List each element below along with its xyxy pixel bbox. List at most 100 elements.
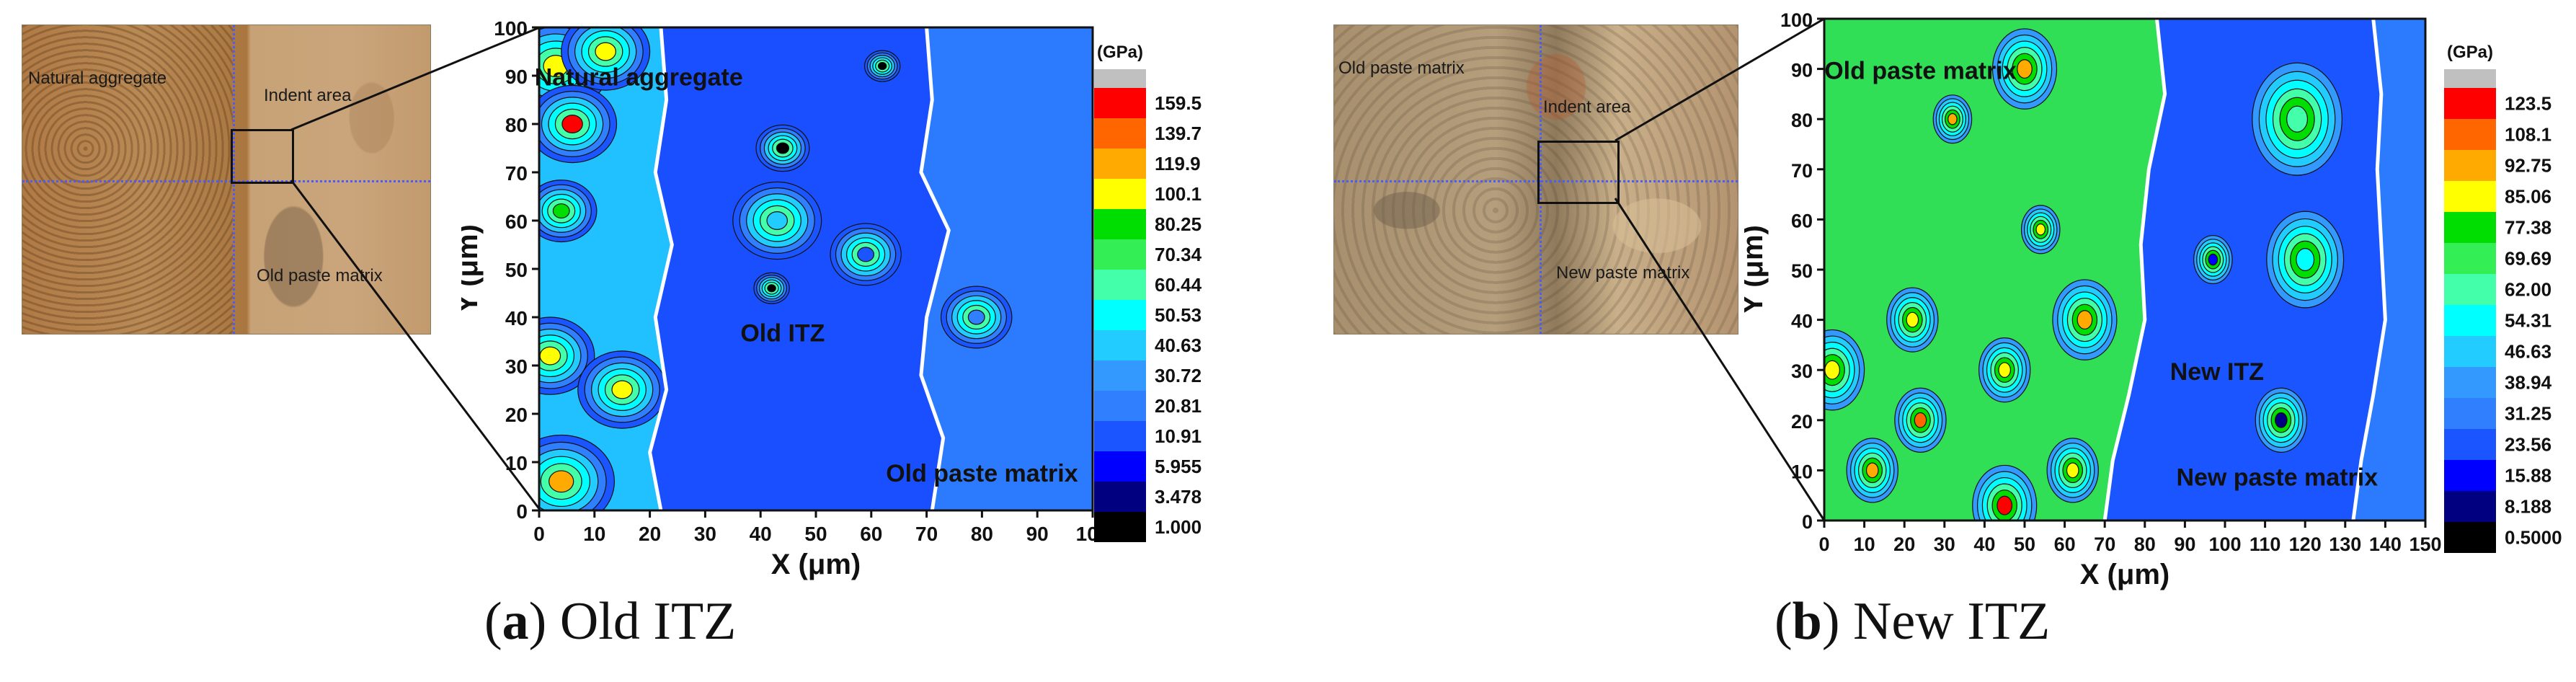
annotation-label: Old ITZ xyxy=(740,320,825,347)
colorbar-swatch xyxy=(2444,491,2496,522)
colorbar-tick-label: 92.75 xyxy=(2505,155,2551,177)
annotation-label: Old paste matrix xyxy=(886,460,1078,487)
contour-chart-old-itz: Natural aggregate Old ITZ Old paste matrix… xyxy=(461,17,1202,580)
y-tick-label: 80 xyxy=(505,114,528,136)
x-tick-label: 10 xyxy=(583,523,605,545)
contour-feature-3 xyxy=(1894,387,1947,453)
contour-feature-7 xyxy=(1886,287,1939,353)
contour-feature-5 xyxy=(577,350,667,429)
colorbar-swatch xyxy=(2444,522,2496,553)
colorbar-tick-label: 77.38 xyxy=(2505,217,2551,239)
colorbar-swatch xyxy=(1094,239,1146,270)
y-tick-label: 0 xyxy=(516,500,528,523)
contour-feature-2 xyxy=(539,84,618,164)
boundary-itz-paste xyxy=(919,27,951,510)
y-tick-label: 40 xyxy=(1791,311,1813,332)
contour-feature-7 xyxy=(732,181,822,260)
panel-new-itz: Old paste matrix Indent area New paste m… xyxy=(1297,0,2576,682)
colorbar-tick-label: 139.7 xyxy=(1155,123,1202,144)
y-tick-label: 50 xyxy=(505,259,528,281)
contour-ring xyxy=(766,211,789,230)
indent-area-box xyxy=(231,129,294,184)
colorbar-tick-label: 108.1 xyxy=(2505,124,2551,146)
colorbar-tick-label: 159.5 xyxy=(1155,92,1202,114)
colorbar-tick-label: 70.34 xyxy=(1155,244,1202,265)
contour-ring xyxy=(1865,462,1879,479)
colorbar-swatch xyxy=(2444,150,2496,181)
y-tick-label: 100 xyxy=(1780,9,1813,31)
boundary-oldpaste-itz xyxy=(2102,19,2167,521)
colorbar-unit: (GPa) xyxy=(2447,43,2493,62)
boundary-aggregate-itz xyxy=(648,27,674,510)
crosshair-horizontal xyxy=(1334,180,1738,182)
contour-feature-11 xyxy=(2252,62,2342,176)
y-axis-label: Y (μm) xyxy=(461,224,484,314)
x-tick-label: 140 xyxy=(2369,533,2402,555)
colorbar-swatch xyxy=(1094,88,1146,118)
x-axis-label: X (μm) xyxy=(771,549,861,580)
colorbar-swatch xyxy=(2444,274,2496,305)
caption-text: New ITZ xyxy=(1852,592,2051,651)
colorbar-swatch xyxy=(2444,243,2496,274)
zone-right xyxy=(920,27,1093,510)
contour-ring xyxy=(2077,310,2093,330)
contour-feature-12 xyxy=(830,223,902,286)
contour-feature-5 xyxy=(1978,337,2031,403)
contour-feature-8 xyxy=(755,124,810,172)
caption-letter: a xyxy=(502,592,529,651)
annotation-label: Natural aggregate xyxy=(535,63,743,91)
contour-feature-6 xyxy=(539,434,616,510)
colorbar-swatch xyxy=(1094,482,1146,512)
contour-feature-9 xyxy=(1846,438,1898,503)
x-tick-label: 0 xyxy=(533,523,545,545)
y-tick-label: 80 xyxy=(1791,110,1813,131)
x-tick-label: 50 xyxy=(804,523,827,545)
x-tick-label: 90 xyxy=(2174,533,2195,555)
colorbar-swatch xyxy=(1094,179,1146,209)
contour-feature-11 xyxy=(940,285,1013,349)
crosshair-vertical xyxy=(1540,25,1542,334)
panel-old-itz: Natural aggregate Indent area Old paste … xyxy=(22,17,1202,651)
colorbar-swatch xyxy=(1094,421,1146,451)
contour-ring xyxy=(595,42,616,61)
colorbar-tick-label: 46.63 xyxy=(2505,341,2551,363)
contour-ring xyxy=(1947,112,1958,125)
colorbar-swatch xyxy=(1094,149,1146,179)
x-tick-label: 0 xyxy=(1818,533,1829,555)
contour-ring xyxy=(1906,311,1919,328)
contour-ring xyxy=(767,284,776,293)
x-tick-label: 70 xyxy=(2094,533,2115,555)
contour-feature-3 xyxy=(539,180,598,243)
contour-feature-12 xyxy=(2266,211,2345,309)
y-tick-label: 90 xyxy=(1791,60,1813,81)
y-tick-label: 10 xyxy=(1791,461,1813,482)
y-tick-label: 10 xyxy=(505,452,528,474)
contour-ring xyxy=(1998,362,2012,378)
x-tick-label: 30 xyxy=(1934,533,1955,555)
x-tick-label: 60 xyxy=(2054,533,2076,555)
y-tick-label: 0 xyxy=(1802,511,1813,533)
contour-ring xyxy=(857,247,875,262)
zoom-lines xyxy=(1614,17,1826,521)
contour-ring xyxy=(2035,223,2046,236)
x-tick-label: 90 xyxy=(1026,523,1049,545)
colorbar-tick-label: 100.1 xyxy=(1155,183,1202,205)
x-tick-label: 120 xyxy=(2289,533,2322,555)
y-tick-label: 100 xyxy=(494,17,528,40)
colorbar-swatch xyxy=(1094,391,1146,421)
contour-feature-2 xyxy=(2052,279,2118,360)
colorbar-tick-label: 50.53 xyxy=(1155,304,1202,326)
colorbar-swatch xyxy=(1094,118,1146,149)
contour-ring xyxy=(2017,59,2033,79)
colorbar-tick-label: 123.5 xyxy=(2505,93,2551,115)
colorbar-swatch xyxy=(2444,305,2496,336)
contour-feature-6 xyxy=(2020,205,2061,254)
colorbar-tick-label: 31.25 xyxy=(2505,403,2551,425)
contour-ring xyxy=(1824,360,1840,380)
colorbar-swatch xyxy=(1094,330,1146,360)
y-tick-label: 60 xyxy=(1791,210,1813,231)
colorbar-swatch xyxy=(2444,367,2496,398)
colorbar-tick-label: 3.478 xyxy=(1155,486,1202,508)
contour-feature-1 xyxy=(561,27,651,91)
colorbar-tick-label: 1.000 xyxy=(1155,516,1202,538)
